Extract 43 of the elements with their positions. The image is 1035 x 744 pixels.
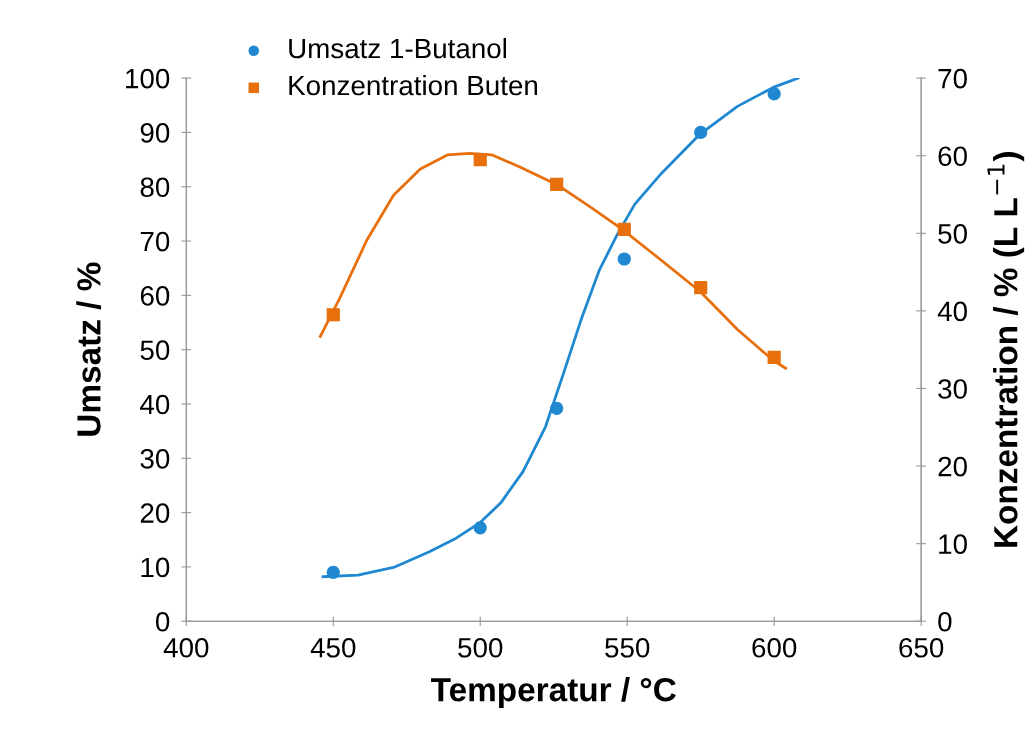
y2-tick-label: 10 (939, 534, 967, 554)
x-tick-label: 400 (163, 637, 209, 658)
y2-tick-label: 20 (938, 456, 967, 477)
line-series (318, 151, 788, 370)
y-tick-label: 30 (140, 448, 170, 469)
y-tick-label: 70 (140, 231, 170, 252)
y2-tick-label: 40 (937, 301, 967, 322)
x-tick-label: 500 (458, 637, 503, 658)
y2-tick-label: 30 (938, 379, 967, 399)
y-tick-label: 100 (126, 68, 170, 89)
point (550, 177, 564, 191)
point (326, 565, 340, 579)
y-axis-title: Umsatz / % (76, 262, 102, 436)
x-tick-label: 450 (310, 637, 356, 658)
y-tick-label: 50 (140, 340, 170, 361)
y-tick-label: 20 (140, 503, 170, 523)
y2-tick-label: 70 (938, 68, 967, 89)
y2-tick-label: 0 (938, 611, 952, 632)
legend-label: Konzentration Buten (289, 74, 538, 96)
y-tick-label: 80 (140, 177, 170, 198)
y-tick-label: 40 (140, 394, 170, 415)
y-tick-label: 90 (140, 123, 170, 143)
y-tick-label: 10 (141, 557, 170, 578)
point (694, 281, 708, 295)
y-tick-label: 60 (140, 286, 170, 306)
point (550, 401, 564, 415)
point (694, 125, 708, 140)
x-tick-label: 550 (605, 637, 650, 658)
x-tick-label: 600 (752, 637, 797, 658)
x-axis-title: Temperatur / °C (431, 677, 676, 709)
legend-label: Umsatz 1-Butanol (289, 37, 507, 59)
y2-tick-label: 60 (938, 146, 967, 167)
y-tick-label: 0 (155, 611, 170, 632)
x-tick-label: 650 (899, 637, 944, 658)
point (473, 521, 487, 535)
point (767, 350, 781, 365)
point (617, 252, 631, 266)
y2-axis-title: Konzentration / % (L L$^{−1}$) (987, 152, 1025, 547)
point (767, 87, 781, 101)
point (326, 308, 340, 322)
point (473, 153, 487, 167)
point (617, 222, 631, 237)
y2-tick-label: 50 (938, 223, 967, 244)
